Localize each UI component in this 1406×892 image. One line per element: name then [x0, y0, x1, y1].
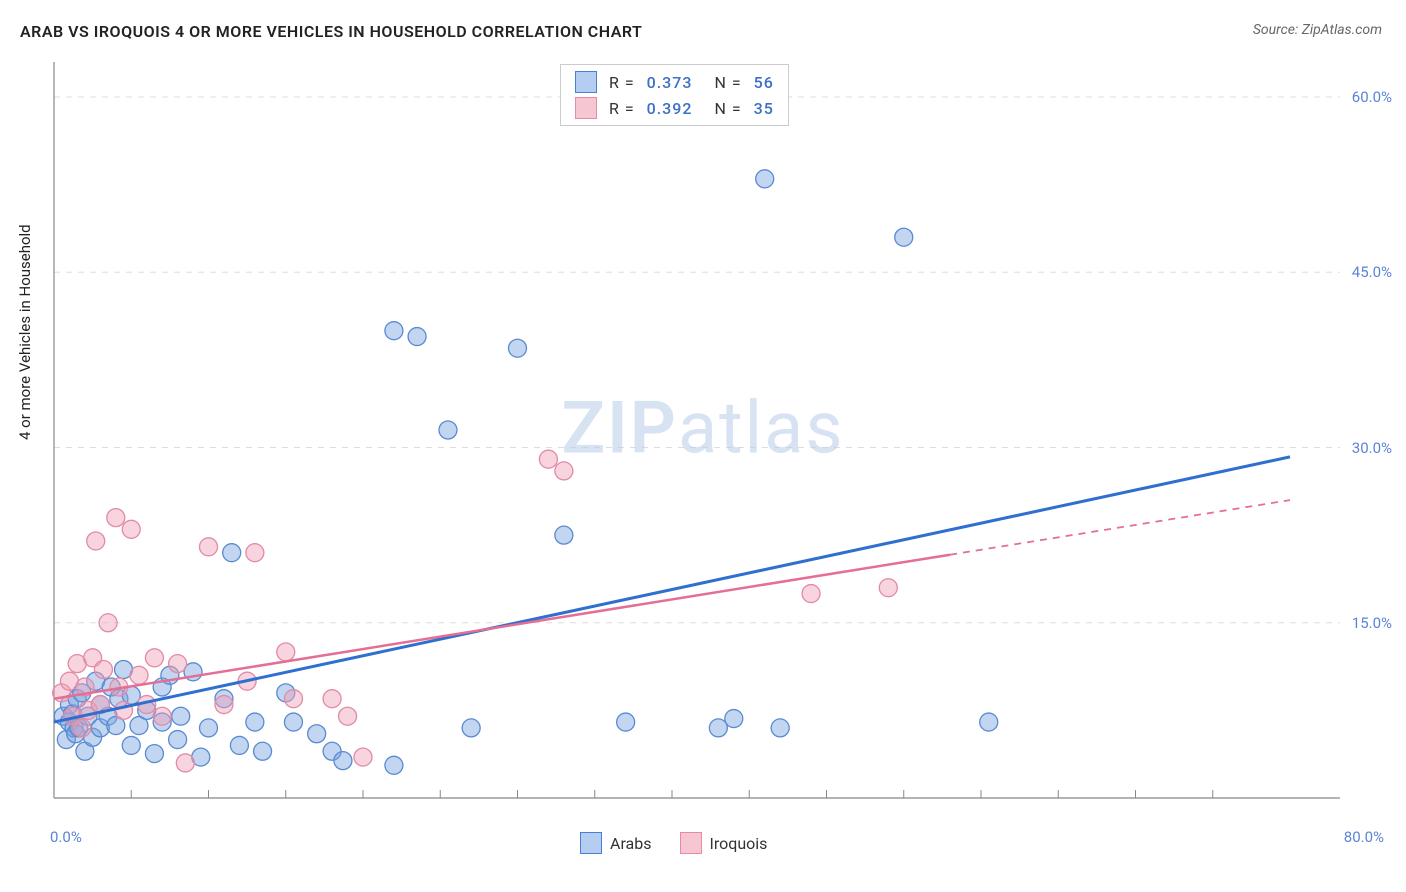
data-point: [385, 322, 403, 340]
data-point: [980, 713, 998, 731]
data-point: [354, 748, 372, 766]
data-point: [176, 754, 194, 772]
data-point: [115, 701, 133, 719]
data-point: [277, 643, 295, 661]
data-point: [153, 707, 171, 725]
legend-swatch: [580, 832, 602, 854]
scatter-chart: [50, 58, 1350, 818]
data-point: [308, 725, 326, 743]
trend-line: [54, 555, 950, 699]
data-point: [200, 719, 218, 737]
data-point: [107, 509, 125, 527]
n-value: 35: [754, 99, 774, 118]
trend-line-dashed: [950, 500, 1290, 555]
data-point: [145, 649, 163, 667]
data-point: [94, 660, 112, 678]
data-point: [555, 526, 573, 544]
stats-row: R = 0.373 N = 56: [561, 69, 788, 95]
data-point: [172, 707, 190, 725]
chart-title: ARAB VS IROQUOIS 4 OR MORE VEHICLES IN H…: [20, 22, 642, 41]
data-point: [254, 742, 272, 760]
data-point: [339, 707, 357, 725]
data-point: [802, 585, 820, 603]
data-point: [200, 538, 218, 556]
data-point: [509, 339, 527, 357]
n-label: N =: [714, 73, 741, 92]
data-point: [385, 756, 403, 774]
data-point: [215, 696, 233, 714]
series-swatch: [575, 97, 597, 119]
legend-swatch: [680, 832, 702, 854]
x-max-label: 80.0%: [1344, 828, 1384, 846]
y-tick-label: 45.0%: [1352, 263, 1392, 281]
data-point: [87, 532, 105, 550]
data-point: [439, 421, 457, 439]
data-point: [617, 713, 635, 731]
r-value: 0.373: [647, 73, 693, 92]
data-point: [539, 450, 557, 468]
r-label: R =: [609, 73, 635, 92]
data-point: [145, 745, 163, 763]
r-label: R =: [609, 99, 635, 118]
data-point: [879, 579, 897, 597]
data-point: [895, 228, 913, 246]
data-point: [462, 719, 480, 737]
data-point: [246, 713, 264, 731]
series-swatch: [575, 71, 597, 93]
source-label: Source: ZipAtlas.com: [1253, 22, 1382, 38]
data-point: [122, 736, 140, 754]
data-point: [230, 736, 248, 754]
data-point: [334, 752, 352, 770]
data-point: [122, 520, 140, 538]
data-point: [169, 655, 187, 673]
data-point: [284, 713, 302, 731]
n-label: N =: [714, 99, 741, 118]
n-value: 56: [754, 73, 774, 92]
legend-item: Arabs: [580, 832, 652, 854]
data-point: [408, 328, 426, 346]
data-point: [130, 666, 148, 684]
data-point: [99, 614, 117, 632]
data-point: [73, 719, 91, 737]
data-point: [223, 544, 241, 562]
data-point: [169, 731, 187, 749]
data-point: [771, 719, 789, 737]
y-tick-label: 15.0%: [1352, 614, 1392, 632]
data-point: [555, 462, 573, 480]
x-min-label: 0.0%: [50, 828, 82, 846]
y-axis-label: 4 or more Vehicles in Household: [16, 224, 34, 440]
data-point: [284, 690, 302, 708]
series-legend: Arabs Iroquois: [580, 832, 767, 854]
legend-item: Iroquois: [680, 832, 768, 854]
stats-row: R = 0.392 N = 35: [561, 95, 788, 121]
legend-label: Arabs: [610, 834, 652, 853]
y-tick-label: 60.0%: [1352, 88, 1392, 106]
legend-label: Iroquois: [710, 834, 768, 853]
data-point: [246, 544, 264, 562]
data-point: [323, 690, 341, 708]
trend-line: [54, 457, 1290, 722]
r-value: 0.392: [647, 99, 693, 118]
data-point: [725, 710, 743, 728]
correlation-stats-box: R = 0.373 N = 56 R = 0.392 N = 35: [560, 64, 789, 126]
y-tick-label: 30.0%: [1352, 439, 1392, 457]
data-point: [756, 170, 774, 188]
